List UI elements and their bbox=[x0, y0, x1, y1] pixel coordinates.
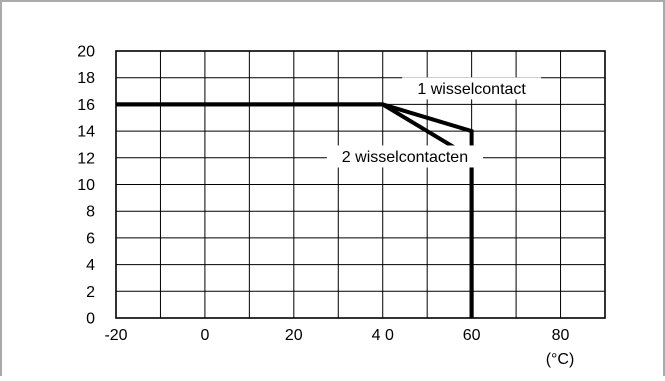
x-tick-label: 80 bbox=[552, 327, 570, 344]
x-tick-label: 60 bbox=[463, 327, 481, 344]
y-tick-label: 8 bbox=[86, 204, 95, 221]
x-unit-label: (°C) bbox=[546, 351, 575, 368]
series-layer bbox=[116, 102, 474, 318]
x-tick-label: 20 bbox=[285, 327, 303, 344]
y-tick-label: 14 bbox=[77, 124, 95, 141]
x-tick-labels: -20 0 20 4 0 60 80 bbox=[104, 327, 569, 344]
series-label-1: 1 wisselcontact bbox=[417, 81, 526, 98]
y-tick-label: 20 bbox=[77, 44, 95, 61]
x-tick-label: 4 0 bbox=[372, 327, 394, 344]
x-tick-label: -20 bbox=[104, 327, 127, 344]
series-line-2 bbox=[116, 102, 474, 318]
y-tick-label: 10 bbox=[77, 177, 95, 194]
y-tick-label: 6 bbox=[86, 230, 95, 247]
y-tick-label: 0 bbox=[86, 311, 95, 328]
y-tick-label: 12 bbox=[77, 150, 95, 167]
y-tick-label: 18 bbox=[77, 70, 95, 87]
y-tick-labels: 0 2 4 6 8 10 12 14 16 18 20 bbox=[77, 44, 95, 328]
series-label-background bbox=[326, 145, 484, 168]
series-label-2: 2 wisselcontacten bbox=[342, 149, 468, 166]
series-labels: 1 wisselcontact 2 wisselcontacten bbox=[326, 77, 542, 168]
y-tick-label: 4 bbox=[86, 257, 95, 274]
y-tick-label: 16 bbox=[77, 97, 95, 114]
series-label-background bbox=[402, 77, 542, 100]
y-tick-label: 2 bbox=[86, 284, 95, 301]
plot-area bbox=[115, 50, 606, 319]
x-tick-label: 0 bbox=[200, 327, 209, 344]
